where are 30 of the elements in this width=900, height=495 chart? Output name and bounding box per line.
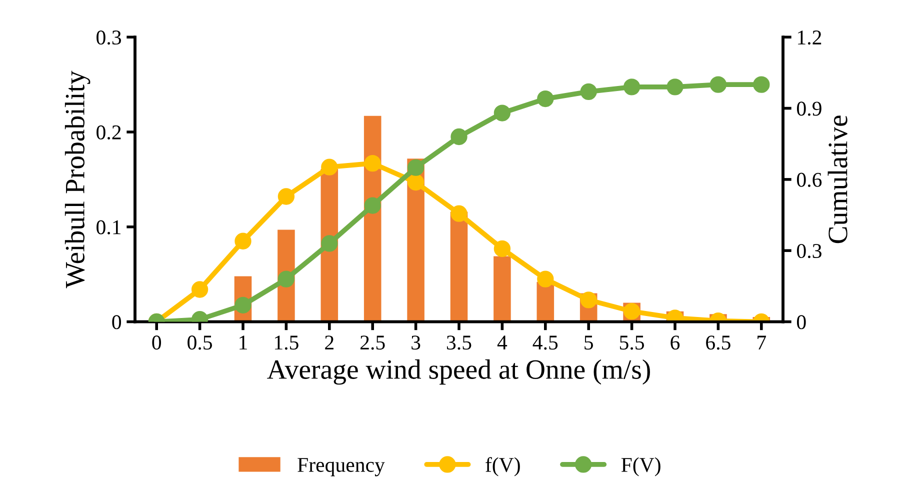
x-tick-label: 4.5 (532, 336, 558, 350)
x-tick-label: 0 (152, 336, 162, 350)
x-tick-label: 4 (497, 336, 508, 350)
x-tick-label: 0.5 (188, 336, 212, 350)
legend-label: F(V) (621, 457, 660, 476)
x-tick-label: 5.5 (620, 336, 644, 350)
y-axis-title: Weibull Probability (64, 70, 90, 288)
y-tick-label: 0.2 (96, 125, 121, 140)
x-tick-label: 6 (670, 336, 680, 350)
y2-tick-label: 0.6 (796, 172, 822, 187)
x-tick-label: 2 (325, 336, 334, 350)
y-tick-label: 0 (112, 315, 122, 330)
y-tick-label: 0.3 (96, 30, 121, 45)
y-tick-label: 0.1 (96, 220, 121, 234)
legend-label: f(V) (486, 457, 520, 476)
x-tick-label: 3 (412, 336, 420, 350)
y2-axis-title: Cumulative (828, 116, 848, 244)
x-tick-label: 2.5 (360, 336, 385, 350)
x-tick-label: 6.5 (706, 336, 730, 350)
x-tick-label: 7 (758, 336, 766, 350)
y2-tick-label: 0.9 (796, 102, 822, 116)
y2-tick-label: 0 (796, 315, 806, 330)
x-tick-label: 5 (584, 336, 593, 350)
x-tick-label: 3.5 (446, 336, 472, 350)
y2-tick-label: 1.2 (798, 30, 822, 45)
legend-label: Frequency (298, 458, 385, 476)
y2-tick-label: 0.3 (796, 244, 822, 258)
x-axis-title: Average wind speed at Onne (m/s) (267, 359, 650, 385)
x-tick-label: 1 (240, 336, 247, 350)
x-tick-label: 1.5 (275, 336, 298, 350)
